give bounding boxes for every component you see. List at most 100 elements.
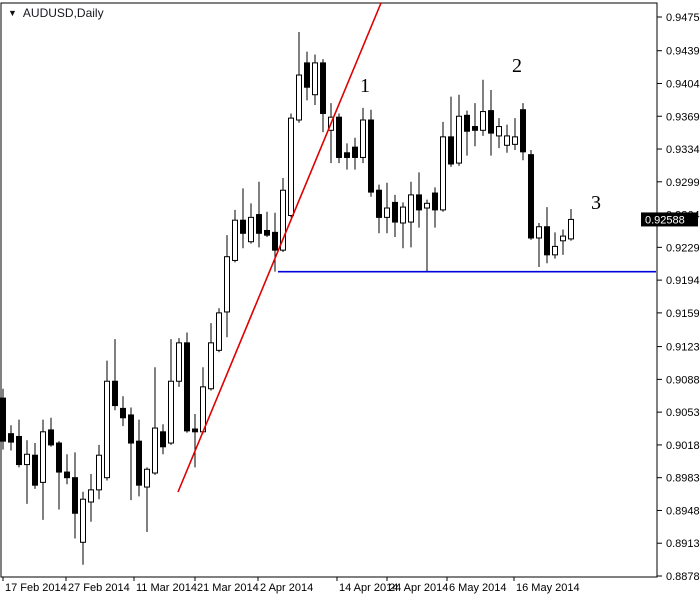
candle-bull xyxy=(288,117,294,217)
candle-bull xyxy=(504,135,510,146)
candle-bear xyxy=(48,429,54,446)
symbol-title: AUDUSD,Daily xyxy=(22,6,104,20)
x-axis-label: 2 Apr 2014 xyxy=(260,582,313,594)
candle-bull xyxy=(200,386,206,433)
candle-bear xyxy=(256,214,262,234)
price-marker-box xyxy=(641,212,698,227)
candle-bull xyxy=(144,468,150,488)
candle-bear xyxy=(376,189,382,218)
dropdown-arrow-icon[interactable]: ▼ xyxy=(8,8,17,18)
candle-bull xyxy=(208,342,214,390)
candle-bear xyxy=(72,477,78,514)
candle-bull xyxy=(536,226,542,239)
candle-bull xyxy=(424,202,430,209)
candle-bull xyxy=(80,498,86,543)
candle-bull xyxy=(232,219,238,261)
price-marker-label: 0.92588 xyxy=(645,214,685,226)
x-axis-label: 17 Feb 2014 xyxy=(5,582,67,594)
x-axis-label: 21 Mar 2014 xyxy=(197,582,259,594)
candle-bull xyxy=(40,431,46,483)
candle-bear xyxy=(128,414,134,444)
candle-bear xyxy=(392,201,398,223)
candle-bull xyxy=(560,235,566,242)
candle-bull xyxy=(280,189,286,251)
candle-bear xyxy=(520,109,526,153)
candle-bull xyxy=(480,111,486,131)
candle-bear xyxy=(112,380,118,407)
candle-bear xyxy=(368,119,374,193)
candle-bear xyxy=(344,152,350,158)
x-axis-label: 27 Feb 2014 xyxy=(68,582,130,594)
x-axis-label: 24 Apr 2014 xyxy=(389,582,448,594)
candle-bear xyxy=(184,342,190,432)
candle-bull xyxy=(440,136,446,211)
candle-bear xyxy=(544,226,550,256)
candle-bear xyxy=(416,194,422,211)
candle-bull xyxy=(512,136,518,145)
candle-bear xyxy=(120,407,126,419)
trendline[interactable] xyxy=(177,2,382,493)
candle-bull xyxy=(248,216,254,243)
candle-bull xyxy=(384,207,390,218)
candle-bull xyxy=(24,453,30,466)
candle-bear xyxy=(304,62,310,88)
candle-bull xyxy=(408,194,414,223)
candle-bull xyxy=(496,126,502,137)
candle-bear xyxy=(0,397,6,442)
candle-bull xyxy=(216,312,222,351)
candle-bull xyxy=(96,454,102,491)
candle-bear xyxy=(160,431,166,448)
candle-bear xyxy=(16,435,22,466)
candle-bull xyxy=(360,119,366,158)
candle-bull xyxy=(296,74,302,121)
candle-bear xyxy=(8,433,14,443)
candle-bear xyxy=(64,471,70,479)
annotation-2: 2 xyxy=(512,55,522,77)
candle-bear xyxy=(192,428,198,433)
candle-bear xyxy=(240,219,246,234)
plot-frame xyxy=(0,2,658,578)
candle-bull xyxy=(400,206,406,224)
candle-bear xyxy=(320,62,326,114)
candle-bear xyxy=(432,192,438,211)
candle-bull xyxy=(168,380,174,444)
candle-bear xyxy=(136,440,142,486)
candle-bull xyxy=(176,342,182,382)
annotation-3: 3 xyxy=(591,192,601,214)
x-axis-label: 16 May 2014 xyxy=(516,582,580,594)
candle-bear xyxy=(272,231,278,251)
candle-bull xyxy=(456,115,462,164)
candle-bear xyxy=(528,154,534,239)
annotation-1: 1 xyxy=(360,75,370,97)
candle-bull xyxy=(88,489,94,503)
candle-bull xyxy=(552,245,558,256)
candle-bull xyxy=(224,256,230,313)
candle-bear xyxy=(336,116,342,158)
candle-bear xyxy=(472,126,478,131)
x-axis-label: 14 Apr 2014 xyxy=(339,582,398,594)
candle-bull xyxy=(152,427,158,474)
symbol-label: ▼ AUDUSD,Daily xyxy=(8,6,104,20)
candle-bull xyxy=(312,62,318,96)
candle-bear xyxy=(56,442,62,473)
candle-bear xyxy=(464,114,470,132)
x-axis-label: 6 May 2014 xyxy=(449,582,506,594)
candle-bear xyxy=(32,454,38,486)
